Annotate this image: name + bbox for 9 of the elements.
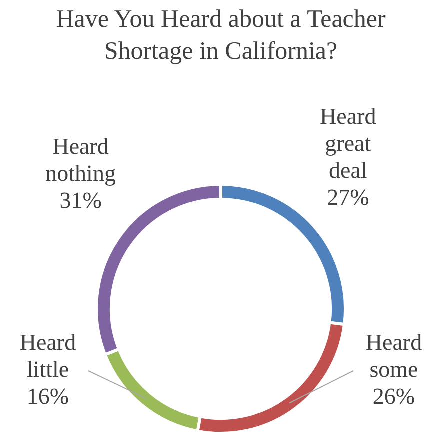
- data-label: 27%: [327, 185, 370, 210]
- slice-label: Heard little: [20, 330, 77, 382]
- data-label: 26%: [372, 384, 416, 410]
- slice-label: Heard great deal: [320, 104, 377, 184]
- data-label: 16%: [26, 384, 70, 410]
- data-label: 31%: [60, 188, 102, 213]
- chart-title: Have You Heard about a Teacher Shortage in California?: [55, 5, 387, 67]
- slice-label: Heard some: [366, 330, 423, 382]
- slice-label: Heard nothing: [46, 134, 116, 186]
